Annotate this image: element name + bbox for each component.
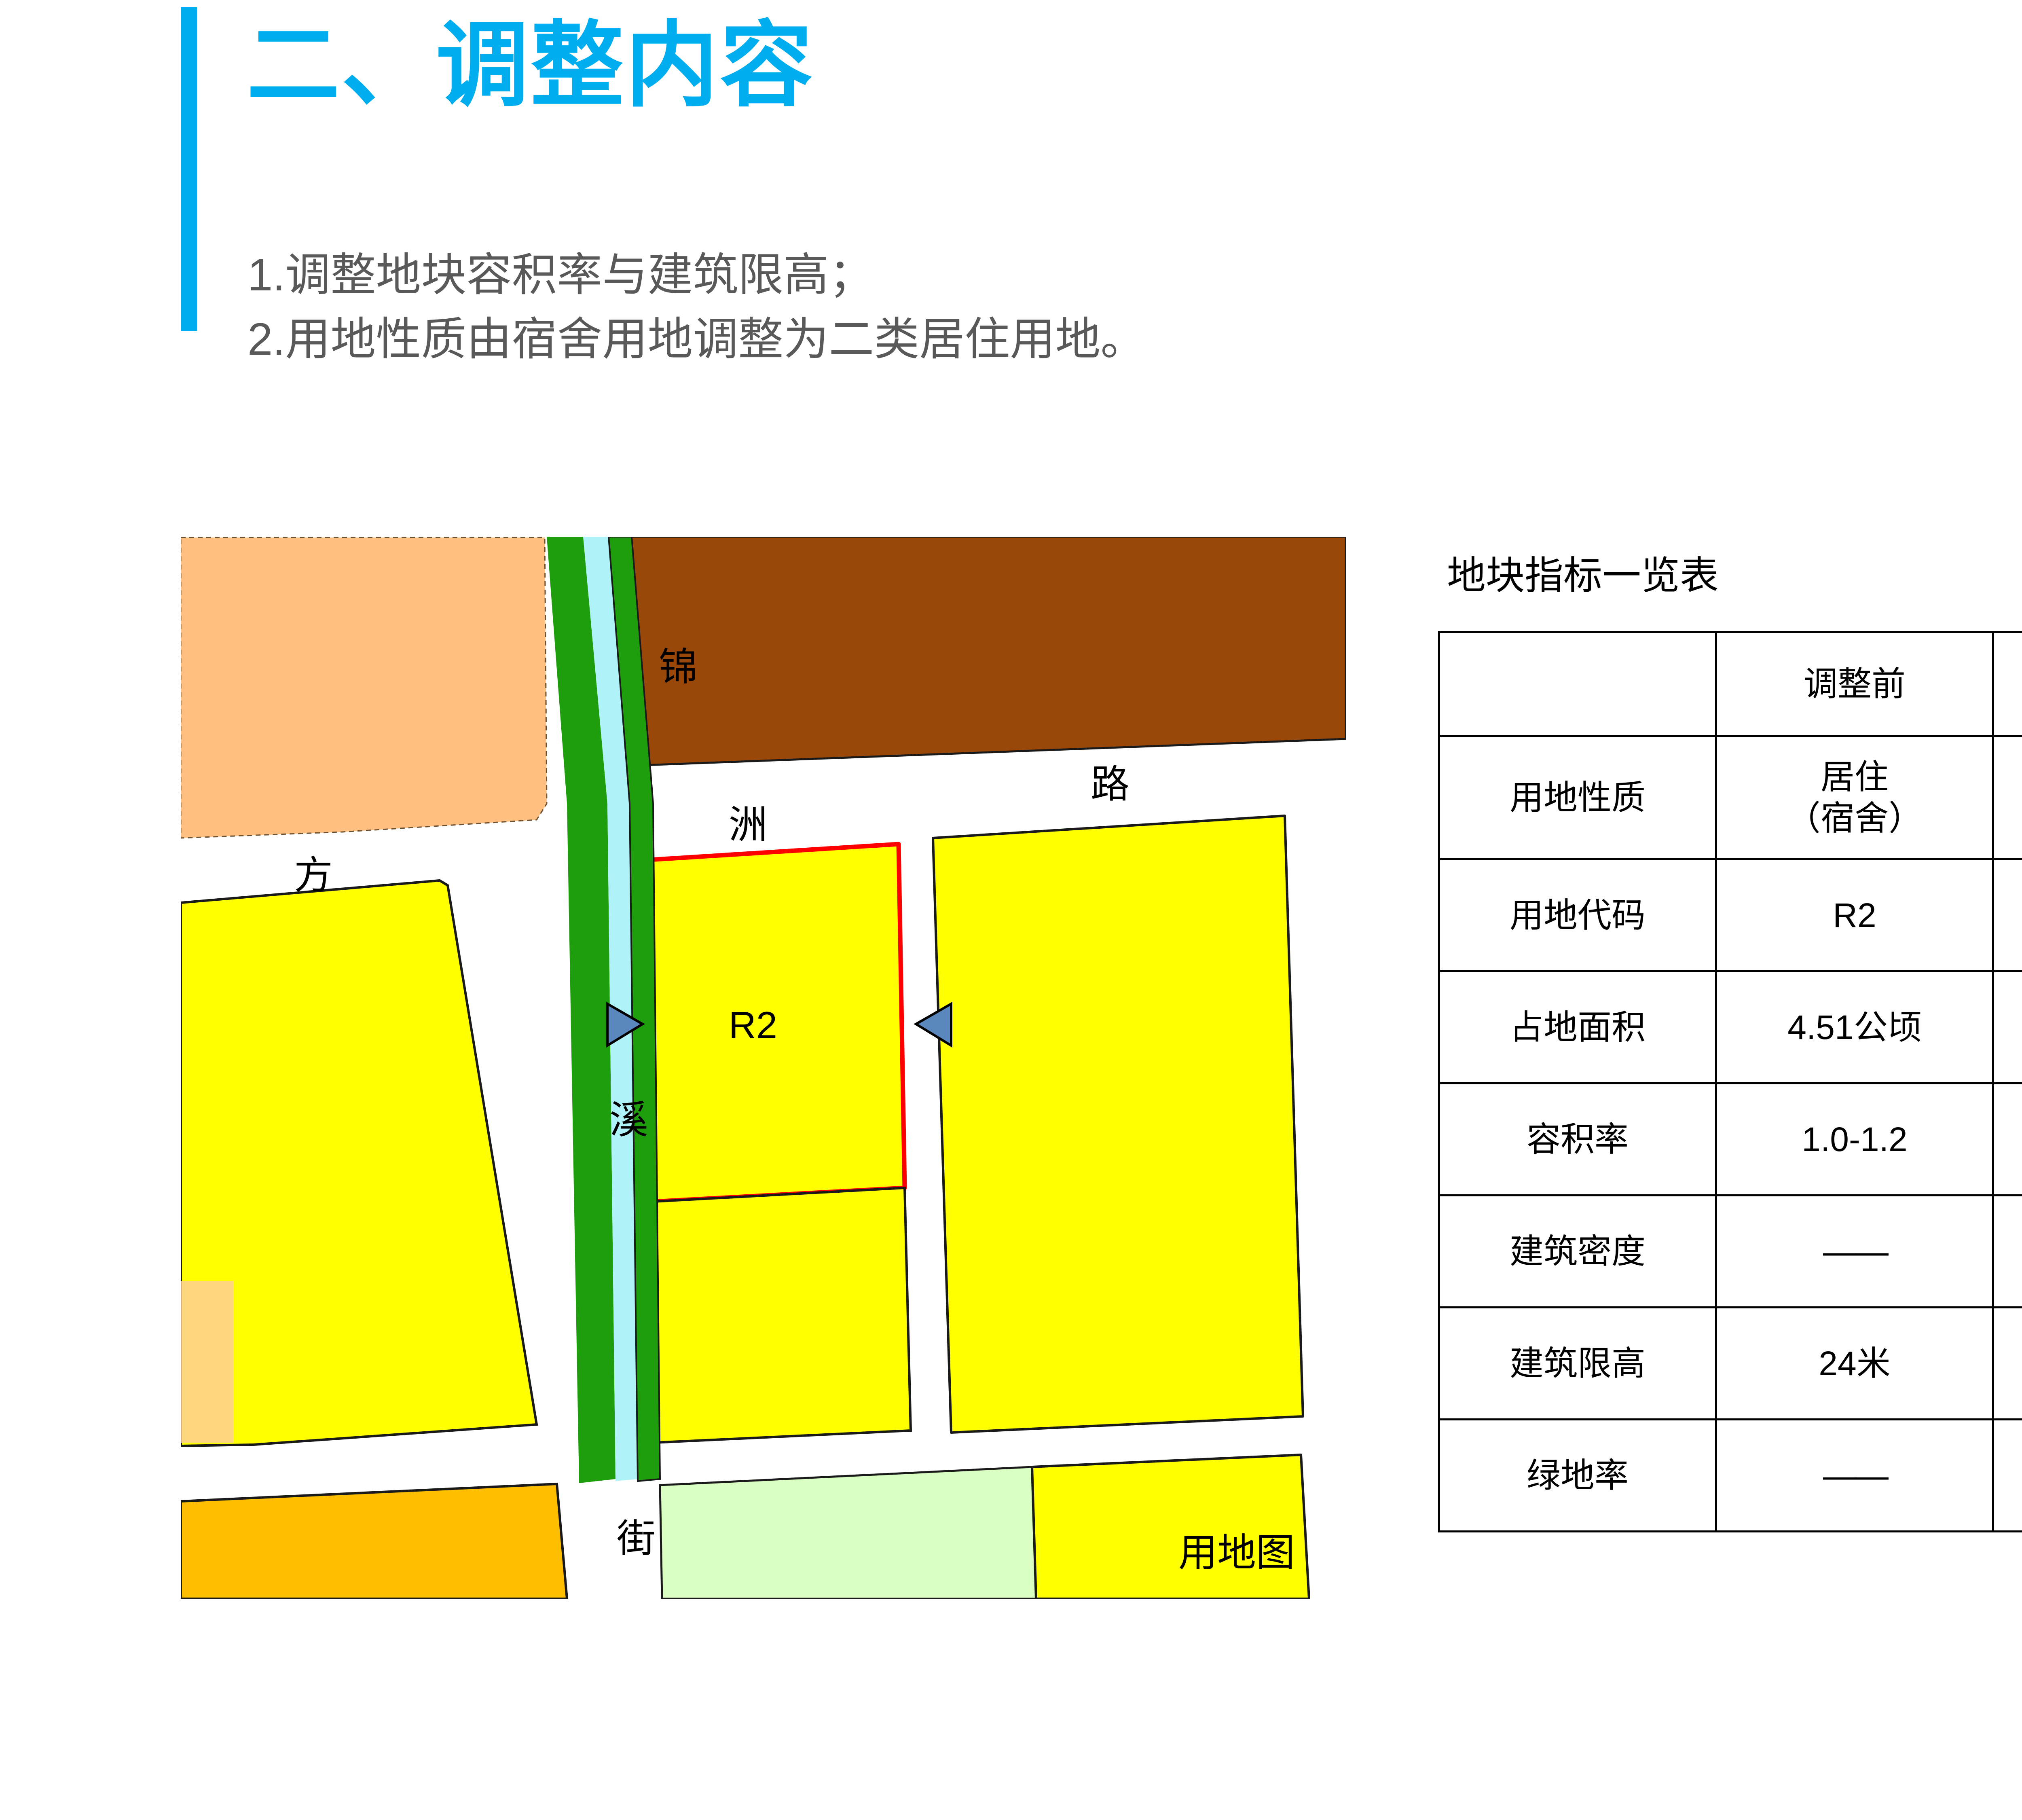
cell-before-height-limit: 24米 (1715, 1306, 1994, 1420)
row-label-site-area: 占地面积 (1438, 970, 1717, 1084)
parcel-peach-sliver (181, 1281, 233, 1443)
cell-before-land-nature: 居住 （宿舍） (1715, 735, 1994, 860)
table-row: 用地代码 R2 R2 (1438, 858, 2022, 972)
table-header-row: 调整前 调整后 (1438, 631, 2022, 737)
street-label-lu: 路 (1091, 763, 1129, 806)
header-cell-after: 调整后 (1992, 631, 2022, 737)
cell-after-site-area: 4.51公顷 (1992, 970, 2022, 1084)
indicator-table: 调整前 调整后 用地性质 居住（宿舍） 二类居住用地 用地代码 R2 R2 占地… (1438, 631, 2022, 1532)
parcel-yellow-right (932, 815, 1304, 1434)
street-label-jie: 街 (617, 1517, 656, 1560)
cell-after-far: 1.5 (1992, 1082, 2022, 1196)
parcel-orange-bottom-left (181, 1482, 569, 1599)
green-belt-west (547, 537, 615, 1483)
cell-after-green-ratio: —— (1992, 1418, 2022, 1532)
table-row: 用地性质 居住（宿舍） 二类居住用地 (1438, 735, 2022, 860)
street-label-fang: 方 (294, 854, 333, 897)
table-caption: 地块指标一览表 (1447, 554, 1719, 597)
row-label-far: 容积率 (1438, 1082, 1717, 1196)
bullet-item-2: 2.用地性质由宿舍用地调整为二类居住用地。 (247, 314, 1146, 365)
cell-after-height-limit: 60米 (1992, 1306, 2022, 1420)
marker-triangle-right (914, 1001, 952, 1048)
parcel-lightgreen-bottom (659, 1466, 1037, 1599)
parcel-peach-upper-left (181, 537, 548, 839)
row-label-green-ratio: 绿地率 (1438, 1418, 1717, 1532)
parcel-yellow-left (181, 879, 538, 1448)
cell-before-building-density: —— (1715, 1194, 1994, 1308)
street-label-zhou: 洲 (729, 803, 768, 847)
table-row: 建筑限高 24米 60米 (1438, 1306, 2022, 1420)
map-canvas: 方 锦 洲 路 溪 街 R2 用地图 (181, 537, 1346, 1599)
street-label-jin-top: 锦 (659, 645, 698, 689)
land-use-map[interactable]: 方 锦 洲 路 溪 街 R2 用地图 (181, 537, 1346, 1599)
street-label-xi: 溪 (609, 1098, 648, 1142)
marker-triangle-left (606, 1001, 645, 1048)
header-cell-blank (1438, 631, 1717, 737)
cell-before-far: 1.0-1.2 (1715, 1082, 1994, 1196)
row-label-building-density: 建筑密度 (1438, 1194, 1717, 1308)
cell-before-site-area: 4.51公顷 (1715, 970, 1994, 1084)
parcel-code-label: R2 (729, 1004, 777, 1046)
parcel-yellow-center-lower (644, 1186, 912, 1444)
map-caption: 用地图 (1178, 1531, 1295, 1575)
row-label-height-limit: 建筑限高 (1438, 1306, 1717, 1420)
green-belt-east (607, 537, 661, 1482)
cell-after-building-density: —— (1992, 1194, 2022, 1308)
row-label-land-nature: 用地性质 (1438, 735, 1717, 860)
row-label-land-code: 用地代码 (1438, 858, 1717, 972)
table-row: 建筑密度 —— —— (1438, 1194, 2022, 1308)
cell-after-land-code: R2 (1992, 858, 2022, 972)
cell-before-land-code: R2 (1715, 858, 1994, 972)
cell-before-green-ratio: —— (1715, 1418, 1994, 1532)
parcel-yellow-bottom-right (1031, 1454, 1310, 1599)
bullet-item-1: 1.调整地块容积率与建筑限高； (247, 250, 874, 300)
header-cell-before: 调整前 (1715, 631, 1994, 737)
table-row: 占地面积 4.51公顷 4.51公顷 (1438, 970, 2022, 1084)
parcel-brown-upper-right (620, 537, 1346, 766)
table-row: 容积率 1.0-1.2 1.5 (1438, 1082, 2022, 1196)
title-accent-bar (181, 7, 197, 331)
cell-after-land-nature: 二类居住用地 (1992, 735, 2022, 860)
page-title: 二、调整内容 (247, 13, 815, 117)
bullet-list: 1.调整地块容积率与建筑限高； 2.用地性质由宿舍用地调整为二类居住用地。 (247, 243, 1146, 371)
table-row: 绿地率 —— —— (1438, 1418, 2022, 1532)
